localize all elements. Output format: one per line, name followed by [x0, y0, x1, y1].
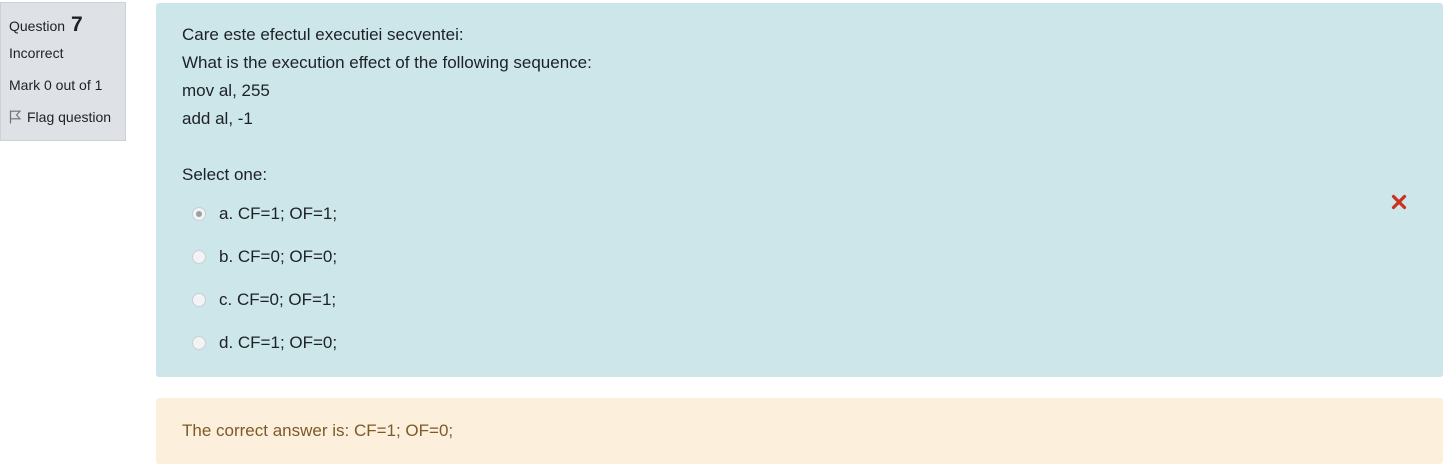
answer-label: a. CF=1; OF=1;	[219, 203, 338, 223]
flag-icon	[9, 110, 21, 124]
radio-a[interactable]	[192, 206, 206, 221]
question-text: Care este efectul executiei secventei: W…	[182, 21, 1443, 133]
question-text-line: What is the execution effect of the foll…	[182, 53, 592, 72]
flag-question-button[interactable]: Flag question	[9, 101, 125, 133]
question-grade: Mark 0 out of 1	[9, 77, 103, 93]
question-number: Question 7	[9, 13, 125, 37]
answer-list: a. CF=1; OF=1; b. CF=0; OF=0; c. CF=0; O…	[182, 192, 1443, 364]
radio-b[interactable]	[192, 249, 206, 264]
answer-option-a[interactable]: a. CF=1; OF=1;	[192, 192, 1443, 235]
question-text-line: mov al, 255	[182, 81, 270, 100]
answer-label: d. CF=1; OF=0;	[219, 332, 338, 352]
question-text-line: add al, -1	[182, 109, 253, 128]
answer-option-b[interactable]: b. CF=0; OF=0;	[192, 235, 1443, 278]
answer-option-d[interactable]: d. CF=1; OF=0;	[192, 321, 1443, 364]
question-label: Question	[9, 18, 66, 34]
answer-label: c. CF=0; OF=1;	[219, 289, 337, 309]
flag-question-label: Flag question	[27, 109, 112, 125]
select-prompt: Select one:	[182, 165, 268, 184]
right-answer-text: The correct answer is: CF=1; OF=0;	[182, 421, 454, 440]
question-info-panel: Question 7 Incorrect Mark 0 out of 1 Fla…	[0, 2, 126, 141]
question-formulation: Care este efectul executiei secventei: W…	[156, 3, 1443, 377]
question-text-line: Care este efectul executiei secventei:	[182, 25, 464, 44]
answer-label: b. CF=0; OF=0;	[219, 246, 338, 266]
radio-d[interactable]	[192, 335, 206, 350]
answer-option-c[interactable]: c. CF=0; OF=1;	[192, 278, 1443, 321]
feedback-panel: The correct answer is: CF=1; OF=0;	[156, 398, 1443, 464]
incorrect-cross-icon	[1391, 194, 1407, 210]
question-state: Incorrect	[9, 45, 64, 61]
radio-c[interactable]	[192, 292, 206, 307]
question-number-value: 7	[70, 13, 83, 36]
